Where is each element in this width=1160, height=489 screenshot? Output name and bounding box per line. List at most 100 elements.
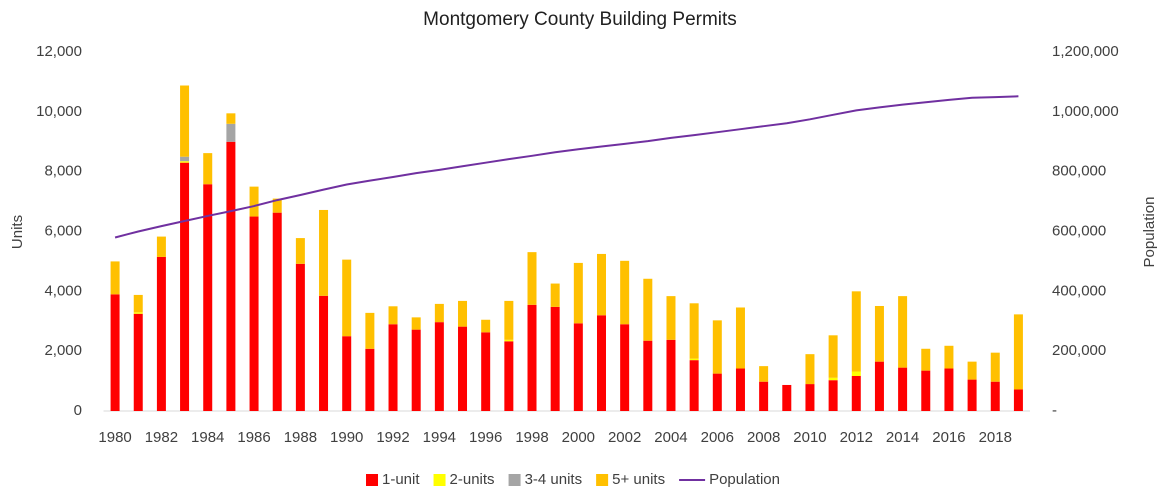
bar-segment — [365, 348, 375, 411]
legend-swatch — [508, 474, 521, 486]
bar-segment — [180, 161, 190, 163]
bar-segment — [828, 377, 838, 381]
bar-segment — [481, 319, 491, 333]
bar-segment — [110, 261, 120, 295]
bar-segment — [434, 303, 444, 323]
bar-segment — [226, 113, 236, 124]
bar-segment — [735, 368, 745, 411]
bar-segment — [666, 339, 676, 411]
bar-segment — [735, 307, 745, 369]
x-tick-label: 2008 — [747, 429, 780, 446]
bar-segment — [365, 312, 375, 349]
bar-segment — [550, 306, 560, 411]
bar-segment — [342, 336, 352, 411]
bar-segment — [596, 253, 606, 316]
bar-segment — [272, 212, 282, 411]
bar-segment — [133, 313, 143, 411]
y2-tick-label: 1,000,000 — [1052, 103, 1119, 120]
bar-segment — [342, 259, 352, 337]
bar-segment — [1013, 389, 1023, 411]
bar-segment — [527, 252, 537, 305]
bar-segment — [295, 238, 305, 264]
bar-segment — [990, 381, 1000, 411]
x-tick-label: 1998 — [515, 429, 548, 446]
bar-segment — [689, 303, 699, 359]
x-tick-label: 1986 — [237, 429, 270, 446]
bar-segment — [689, 358, 699, 361]
bar-segment — [388, 324, 398, 411]
bar-segment — [759, 381, 769, 411]
bar-segment — [504, 341, 514, 411]
bar-segment — [596, 315, 606, 411]
bar-segment — [133, 294, 143, 313]
y-tick-label: 10,000 — [36, 103, 82, 120]
bar-segment — [180, 156, 190, 162]
bar-segment — [805, 384, 815, 411]
bar-segment — [203, 184, 213, 411]
bar-segment — [851, 371, 861, 376]
y-tick-label: 4,000 — [44, 282, 82, 299]
legend-swatch — [366, 474, 379, 486]
bar-segment — [458, 326, 468, 411]
bar-segment — [805, 354, 815, 385]
bar-segment — [712, 320, 722, 374]
bar-segment — [226, 141, 236, 411]
bar-segment — [156, 256, 166, 411]
x-tick-label: 1990 — [330, 429, 363, 446]
bar-segment — [434, 322, 444, 411]
bar-segment — [921, 370, 931, 411]
bar-segment — [643, 340, 653, 411]
legend-label: 3-4 units — [525, 471, 583, 488]
bar-segment — [620, 324, 630, 411]
bar-segment — [1013, 314, 1023, 390]
x-tick-label: 1996 — [469, 429, 502, 446]
bar-segment — [921, 348, 931, 371]
x-tick-label: 2018 — [979, 429, 1012, 446]
bar-segment — [782, 384, 792, 411]
bar-segment — [689, 360, 699, 411]
x-tick-label: 2004 — [654, 429, 687, 446]
bar-segment — [180, 162, 190, 411]
bar-segment — [180, 85, 190, 157]
y-tick-label: 8,000 — [44, 163, 82, 180]
bar-segment — [249, 186, 259, 217]
x-tick-label: 1992 — [376, 429, 409, 446]
x-tick-label: 2016 — [932, 429, 965, 446]
legend-swatch — [433, 474, 446, 486]
x-tick-label: 2000 — [562, 429, 595, 446]
y2-tick-label: 1,200,000 — [1052, 43, 1119, 60]
x-tick-label: 2010 — [793, 429, 826, 446]
bar-segment — [898, 296, 908, 368]
bar-segment — [967, 379, 977, 411]
legend-label: 5+ units — [612, 471, 665, 488]
x-tick-label: 2014 — [886, 429, 919, 446]
x-tick-label: 1994 — [423, 429, 456, 446]
bar-segment — [411, 317, 421, 330]
bar-segment — [874, 361, 884, 411]
y-axis-title: Units — [9, 215, 26, 249]
bar-segment — [990, 352, 1000, 382]
bar-segment — [666, 296, 676, 340]
y-tick-label: 0 — [74, 402, 82, 419]
bar-segment — [411, 329, 421, 411]
bar-segment — [504, 300, 514, 340]
bar-segment — [851, 375, 861, 411]
bar-segment — [828, 380, 838, 411]
bar-segment — [319, 295, 329, 411]
x-tick-label: 1980 — [98, 429, 131, 446]
bar-segment — [133, 312, 143, 314]
x-tick-label: 2012 — [840, 429, 873, 446]
y2-axis-title: Population — [1141, 197, 1158, 268]
legend-label: Population — [709, 471, 780, 488]
bar-segment — [504, 339, 514, 342]
x-tick-label: 2002 — [608, 429, 641, 446]
bar-segment — [458, 300, 468, 327]
bar-segment — [319, 209, 329, 296]
bar-segment — [388, 306, 398, 325]
bar-segment — [481, 332, 491, 411]
bar-segment — [944, 345, 954, 369]
bar-segment — [272, 198, 282, 213]
bar-segment — [712, 373, 722, 411]
bar-segment — [643, 278, 653, 341]
